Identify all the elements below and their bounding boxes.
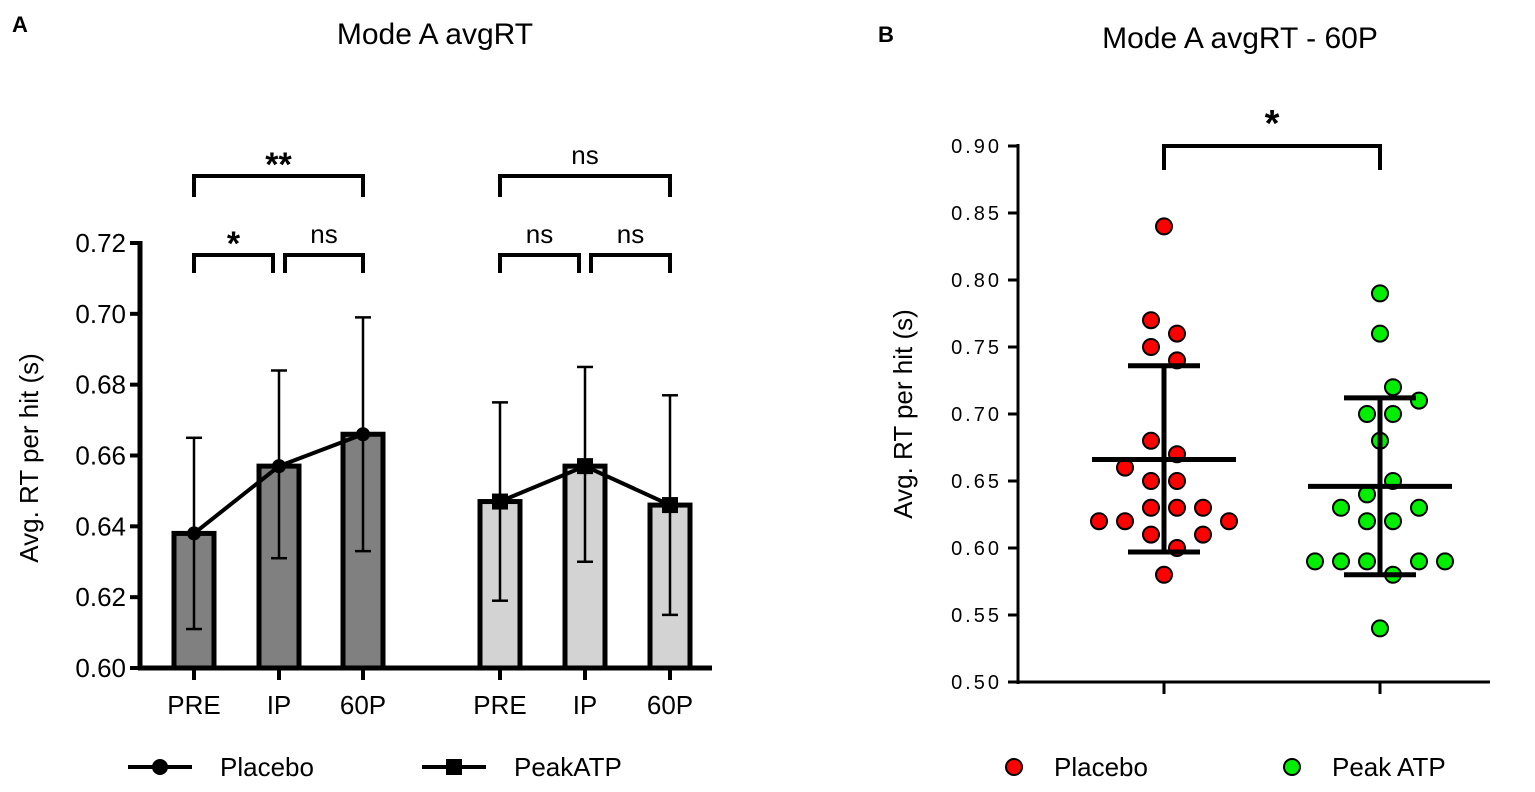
significance-label: *: [227, 225, 241, 263]
data-point-peak-atp: [1410, 552, 1428, 571]
data-point-placebo: [1155, 565, 1173, 584]
y-tick-label: 0.64: [75, 511, 126, 541]
data-point-peak-atp: [1384, 378, 1402, 397]
data-point-placebo: [1168, 324, 1186, 343]
data-point-peak-atp: [1410, 498, 1428, 517]
x-tick-label: IP: [573, 690, 598, 720]
legend-square-icon: [446, 759, 462, 775]
panel-label-b: B: [878, 22, 894, 47]
y-tick-label: 0.65: [951, 471, 1002, 493]
data-point-peak-atp: [1371, 619, 1389, 638]
data-point-peak-atp: [1384, 405, 1402, 423]
data-point-peak-atp: [1332, 552, 1350, 571]
significance-bracket: [589, 253, 672, 273]
significance-label: *: [1265, 103, 1280, 145]
significance-label: ns: [526, 219, 553, 249]
legend-label: Placebo: [220, 752, 314, 782]
data-point-placebo: [1142, 472, 1160, 490]
legend-label: Placebo: [1054, 752, 1148, 782]
data-point: [662, 497, 678, 514]
significance-bracket: [1162, 144, 1382, 170]
data-point-peak-atp: [1371, 324, 1389, 343]
y-tick-label: 0.70: [951, 404, 1002, 426]
significance-bracket: [192, 253, 275, 273]
chart-a-ylabel: Avg. RT per hit (s): [14, 353, 44, 563]
significance-bracket: [498, 253, 581, 273]
legend-marker-icon: [1005, 758, 1023, 776]
y-tick-label: 0.66: [75, 441, 126, 471]
data-point-placebo: [1194, 498, 1212, 517]
data-point-peak-atp: [1358, 405, 1376, 423]
chart-a-title: Mode A avgRT: [337, 18, 533, 51]
data-point-placebo: [1220, 512, 1238, 531]
data-point-placebo: [1090, 512, 1108, 531]
chart-b-title: Mode A avgRT - 60P: [1102, 22, 1378, 55]
y-tick-label: 0.62: [75, 582, 126, 612]
data-point-peak-atp: [1436, 552, 1454, 571]
significance-bracket: [283, 253, 365, 273]
x-tick-label: PRE: [167, 690, 220, 720]
legend-label: PeakATP: [514, 752, 622, 782]
y-tick-label: 0.60: [951, 538, 1002, 560]
y-tick-label: 0.60: [75, 653, 126, 683]
data-point-placebo: [1155, 217, 1173, 236]
data-point-peak-atp: [1358, 552, 1376, 571]
data-point-placebo: [1168, 498, 1186, 517]
y-tick-label: 0.75: [951, 337, 1002, 359]
significance-bracket: [192, 174, 365, 197]
x-tick-label: PRE: [473, 690, 526, 720]
data-point-placebo: [1142, 431, 1160, 450]
data-point-peak-atp: [1306, 552, 1324, 571]
data-point-peak-atp: [1410, 391, 1428, 410]
significance-label: **: [265, 146, 292, 184]
significance-label: ns: [310, 219, 337, 249]
data-point: [187, 526, 201, 541]
data-point-peak-atp: [1358, 512, 1376, 531]
data-point: [356, 427, 370, 442]
chart-b-ylabel: Avg. RT per hit (s): [888, 309, 918, 519]
data-point-placebo: [1142, 525, 1160, 544]
data-point-placebo: [1142, 338, 1160, 356]
data-point: [272, 459, 286, 474]
significance-label: ns: [571, 140, 598, 170]
data-point: [577, 458, 593, 475]
legend-label: Peak ATP: [1332, 752, 1446, 782]
y-tick-label: 0.50: [951, 672, 1002, 694]
panel-label-a: A: [12, 12, 28, 37]
y-tick-label: 0.72: [75, 228, 126, 258]
y-tick-label: 0.55: [951, 605, 1002, 627]
legend-circle-icon: [152, 759, 168, 775]
data-point: [492, 493, 508, 510]
y-tick-label: 0.90: [951, 136, 1002, 158]
data-point-placebo: [1194, 525, 1212, 544]
y-tick-label: 0.80: [951, 270, 1002, 292]
data-point-peak-atp: [1332, 498, 1350, 517]
x-tick-label: IP: [267, 690, 292, 720]
legend-marker-icon: [1283, 758, 1301, 776]
data-point-peak-atp: [1371, 284, 1389, 303]
y-tick-label: 0.70: [75, 299, 126, 329]
data-point-placebo: [1116, 512, 1134, 531]
data-point-placebo: [1142, 498, 1160, 517]
data-point-placebo: [1142, 311, 1160, 330]
y-tick-label: 0.85: [951, 203, 1002, 225]
y-tick-label: 0.68: [75, 370, 126, 400]
data-point-placebo: [1168, 472, 1186, 490]
data-point-peak-atp: [1384, 512, 1402, 531]
x-tick-label: 60P: [647, 690, 693, 720]
significance-label: ns: [617, 219, 644, 249]
significance-bracket: [498, 174, 672, 197]
x-tick-label: 60P: [340, 690, 386, 720]
